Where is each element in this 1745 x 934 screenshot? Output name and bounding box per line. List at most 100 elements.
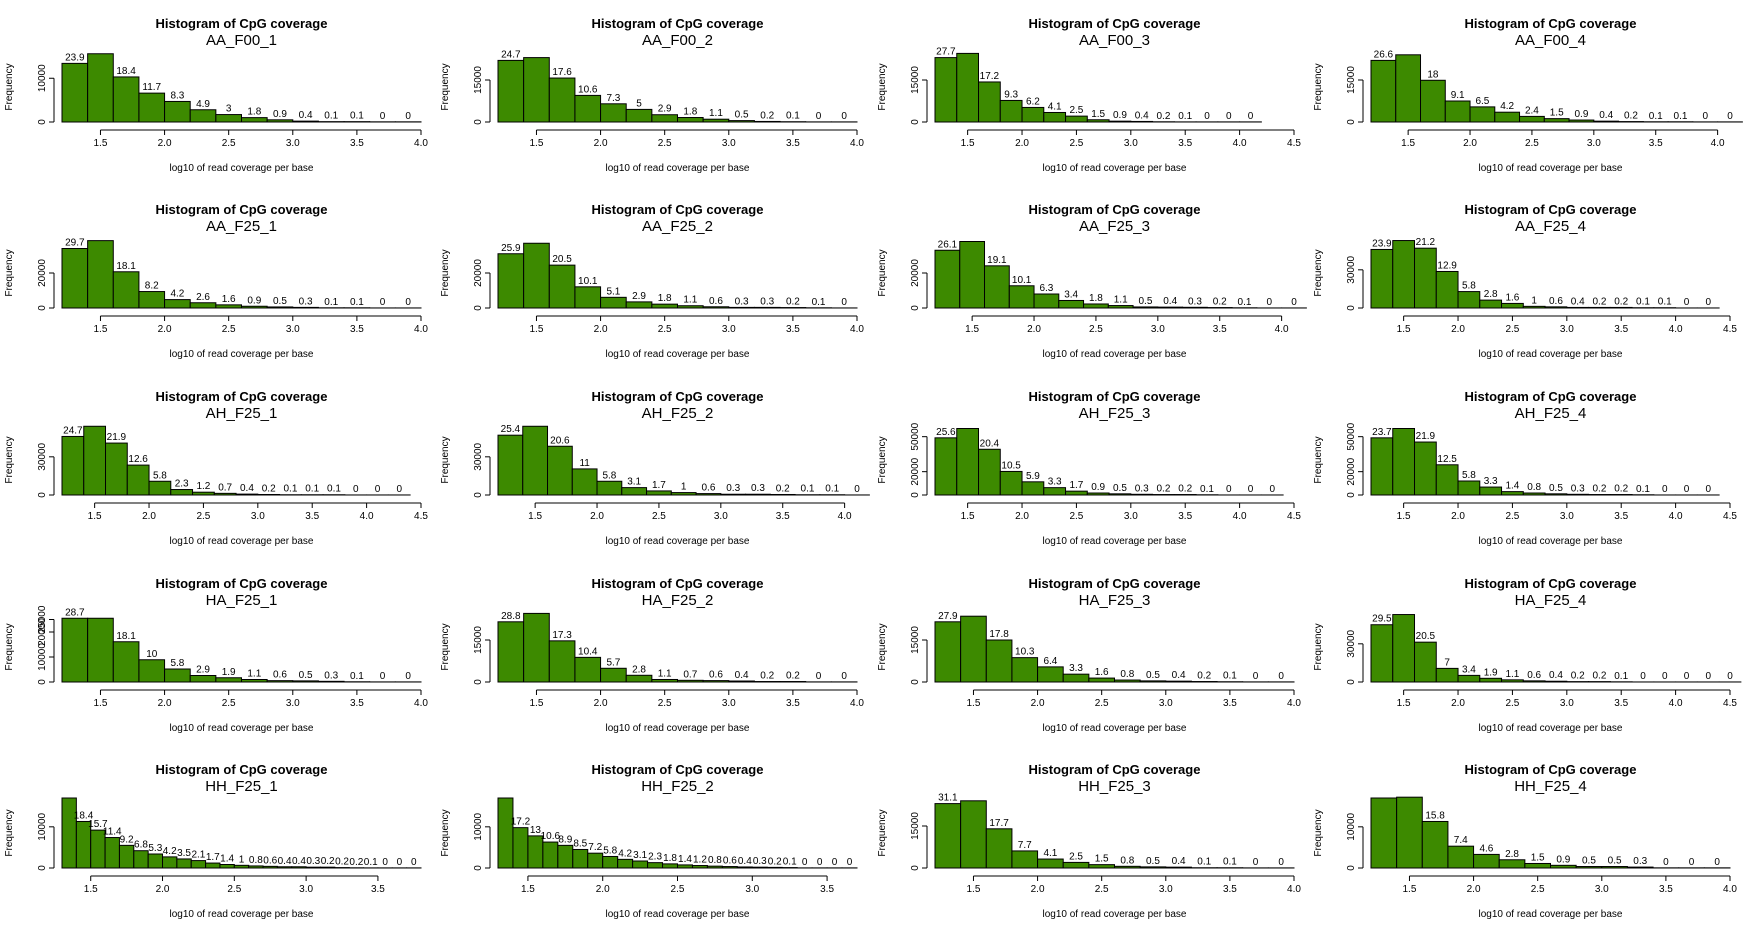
bar-label: 0.3 [753, 856, 767, 867]
x-tick-label: 2.5 [222, 698, 236, 709]
bar-label: 25.4 [501, 424, 521, 435]
histogram-bar [1522, 305, 1546, 309]
histogram-bar [1107, 305, 1134, 309]
chart-title: Histogram of CpG coverage [1465, 576, 1637, 591]
x-tick-label: 2.0 [1451, 698, 1465, 709]
bar-label: 21.9 [107, 432, 127, 443]
bar-label: 0.5 [1138, 296, 1152, 307]
bar-label: 21.2 [1416, 237, 1436, 248]
histogram-bar [600, 667, 627, 683]
x-tick-label: 2.5 [1095, 698, 1109, 709]
x-tick-label: 2.5 [1531, 884, 1545, 895]
x-tick-label: 3.5 [350, 138, 364, 149]
bar-label: 0.3 [735, 296, 749, 307]
x-tick-label: 4.0 [850, 324, 864, 335]
bar-label: 0.9 [273, 109, 287, 120]
bar-label: 0 [1684, 484, 1690, 495]
histogram-bar [1139, 680, 1167, 683]
x-tick-label: 2.5 [1505, 324, 1519, 335]
x-tick-label: 2.5 [222, 324, 236, 335]
y-tick-label: 0 [910, 865, 921, 871]
chart-subtitle: AH_F25_1 [206, 405, 278, 422]
x-tick-label: 3.5 [1649, 138, 1663, 149]
bar-label: 0.3 [760, 296, 774, 307]
bar-label: 1.5 [1550, 108, 1564, 119]
x-tick-label: 2.0 [1463, 138, 1477, 149]
histogram-bar [1088, 677, 1116, 683]
x-tick-label: 2.5 [222, 138, 236, 149]
bar-label: 0.6 [263, 855, 277, 866]
bar-label: 0 [1684, 297, 1690, 308]
bar-label: 0.1 [1178, 111, 1192, 122]
histogram-bar [999, 99, 1023, 123]
chart-title: Histogram of CpG coverage [1029, 762, 1201, 777]
bar-label: 1.8 [683, 107, 697, 118]
chart-subtitle: HH_F25_2 [641, 778, 714, 795]
bar-label: 0 [1248, 111, 1254, 122]
histogram-bar [625, 301, 653, 309]
bar-label: 3.3 [1484, 476, 1498, 487]
histogram-bar [1601, 866, 1628, 869]
bar-label: 0.1 [284, 484, 298, 495]
bar-label: 12.5 [1437, 454, 1457, 465]
bar-label: 7.3 [606, 93, 620, 104]
bar-label: 0.2 [1571, 671, 1585, 682]
x-tick-label: 3.0 [1124, 138, 1138, 149]
bar-label: 0.2 [1157, 111, 1171, 122]
bar-label: 0 [380, 297, 386, 308]
bar-label: 5.9 [1026, 471, 1040, 482]
histogram-bar [1370, 624, 1394, 683]
x-tick-label: 2.0 [1467, 884, 1481, 895]
x-tick-label: 2.0 [158, 138, 172, 149]
histogram-bar [305, 866, 321, 869]
bar-label: 0.2 [1593, 296, 1607, 307]
histogram-bar [1421, 820, 1449, 869]
x-tick-label: 1.5 [94, 138, 108, 149]
y-axis-label: Frequency [4, 809, 15, 856]
x-tick-label: 2.0 [1015, 138, 1029, 149]
histogram-bar [1457, 480, 1481, 496]
histogram-bar [1457, 674, 1481, 683]
y-tick-label: 10000 [37, 64, 48, 92]
histogram-bar [112, 76, 140, 123]
bar-label: 1.1 [247, 669, 261, 680]
histogram-bar [600, 103, 627, 123]
x-tick-label: 2.0 [158, 324, 172, 335]
histogram-bar [257, 493, 281, 496]
histogram-bar [1021, 481, 1045, 496]
histogram-bar [677, 679, 704, 683]
x-tick-label: 3.0 [1124, 511, 1138, 522]
histogram-bar [292, 306, 319, 309]
bar-label: 1.4 [220, 854, 234, 865]
bar-label: 0.1 [1674, 111, 1688, 122]
bar-label: 0 [1253, 857, 1259, 868]
y-tick-label: 15000 [910, 812, 921, 840]
bar-label: 0 [1248, 484, 1254, 495]
bar-label: 0.2 [1593, 671, 1607, 682]
histogram-bar [706, 865, 723, 869]
histogram-bar [1420, 79, 1446, 123]
histogram-bar [984, 265, 1010, 309]
y-tick-label: 0 [473, 305, 484, 311]
x-tick-label: 3.5 [371, 884, 385, 895]
histogram-bar [523, 612, 550, 683]
y-tick-label: 0 [473, 865, 484, 871]
x-tick-label: 3.0 [251, 511, 265, 522]
bar-label: 0 [816, 111, 822, 122]
histogram-bar [753, 306, 781, 309]
bar-label: 0.4 [278, 856, 292, 867]
x-tick-label: 1.5 [1397, 511, 1411, 522]
histogram-bar [522, 425, 549, 496]
bar-label: 1.2 [693, 855, 707, 866]
bar-label: 1.8 [658, 293, 672, 304]
histogram-bar [241, 305, 268, 309]
bar-label: 0.4 [1135, 110, 1149, 121]
histogram-bar [241, 679, 268, 683]
bar-label: 0.2 [776, 483, 790, 494]
histogram-bar [1062, 673, 1090, 683]
bar-label: 0.5 [1113, 483, 1127, 494]
histogram-bar [87, 53, 114, 123]
bar-label: 5.8 [153, 470, 167, 481]
y-tick-label: 20000 [473, 259, 484, 287]
